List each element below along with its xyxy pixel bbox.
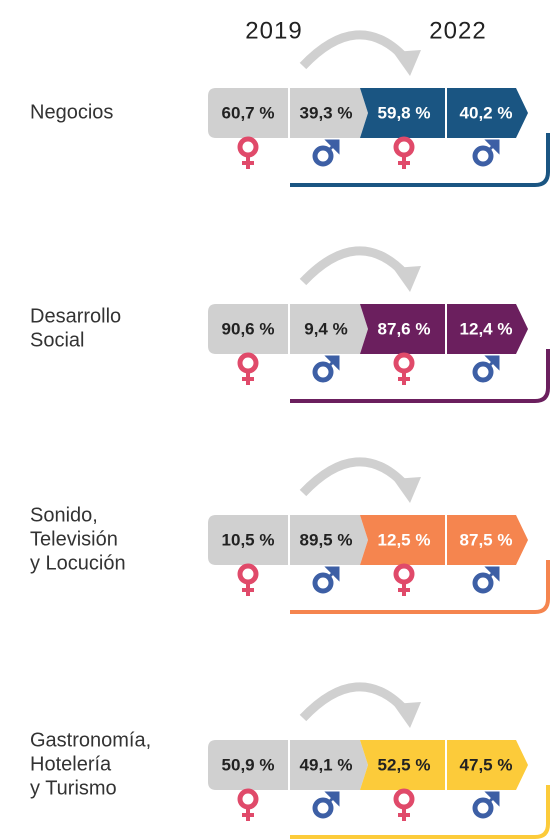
arrow-head [393,477,421,503]
category-label: y Turismo [30,777,117,799]
curved-arrow [299,246,409,286]
bracket [290,349,550,403]
bracket [290,133,550,187]
arrow-head [393,50,421,76]
percent-label: 87,5 % [460,530,513,549]
percent-label: 12,4 % [460,319,513,338]
category-label: Televisión [30,528,118,550]
female-icon [242,582,254,596]
percent-label: 59,8 % [378,103,431,122]
male-icon [324,791,340,807]
year-label: 2022 [429,17,486,44]
curved-arrow [299,30,409,70]
male-icon [484,355,500,371]
female-icon [237,563,259,585]
female-icon [393,788,415,810]
male-icon [312,361,334,383]
male-icon [324,566,340,582]
bracket [290,785,550,839]
bar-2022 [360,88,528,138]
category-label: Sonido, [30,504,98,526]
female-icon [398,155,410,169]
female-icon [398,807,410,821]
percent-label: 12,5 % [378,530,431,549]
curved-arrow [299,457,409,497]
category-label: Gastronomía, [30,729,151,751]
curved-arrow [299,682,409,722]
female-icon [237,136,259,158]
percent-label: 60,7 % [222,103,275,122]
percent-label: 40,2 % [460,103,513,122]
arrow-head [393,266,421,292]
bar-2022 [360,740,528,790]
year-label: 2019 [245,17,302,44]
female-icon [237,352,259,374]
female-icon [242,807,254,821]
female-icon [393,563,415,585]
category-label: Hotelería [30,753,112,775]
category-label: Negocios [30,101,113,123]
percent-label: 89,5 % [300,530,353,549]
male-icon [484,139,500,155]
bracket [290,560,550,614]
percent-label: 87,6 % [378,319,431,338]
female-icon [242,155,254,169]
female-icon [393,136,415,158]
percent-label: 52,5 % [378,755,431,774]
male-icon [324,139,340,155]
category-label: Desarrollo [30,305,121,327]
bar-2022 [360,515,528,565]
female-icon [393,352,415,374]
male-icon [312,572,334,594]
category-label: y Locución [30,552,126,574]
percent-label: 50,9 % [222,755,275,774]
male-icon [472,797,494,819]
female-icon [398,371,410,385]
arrow-head [393,702,421,728]
male-icon [484,566,500,582]
female-icon [237,788,259,810]
male-icon [472,572,494,594]
bar-2022 [360,304,528,354]
percent-label: 39,3 % [300,103,353,122]
category-label: Social [30,329,84,351]
female-icon [242,371,254,385]
male-icon [472,145,494,167]
male-icon [484,791,500,807]
male-icon [312,797,334,819]
percent-label: 10,5 % [222,530,275,549]
male-icon [312,145,334,167]
percent-label: 49,1 % [300,755,353,774]
percent-label: 90,6 % [222,319,275,338]
percent-label: 9,4 % [304,319,347,338]
female-icon [398,582,410,596]
male-icon [472,361,494,383]
male-icon [324,355,340,371]
percent-label: 47,5 % [460,755,513,774]
